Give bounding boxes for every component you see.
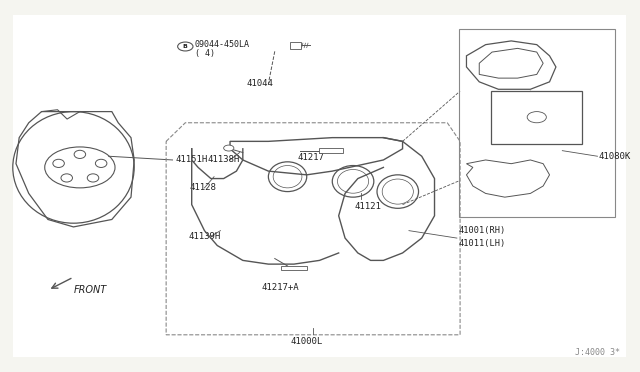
Text: B: B <box>183 44 188 49</box>
Text: 41139H: 41139H <box>189 232 221 241</box>
FancyBboxPatch shape <box>492 91 582 144</box>
Text: ( 4): ( 4) <box>195 49 215 58</box>
Text: 41121: 41121 <box>355 202 381 211</box>
Text: 41217: 41217 <box>297 153 324 162</box>
Text: 41000K: 41000K <box>520 126 553 135</box>
Text: 41011(LH): 41011(LH) <box>459 239 506 248</box>
Text: 41128: 41128 <box>189 183 216 192</box>
Text: 41001(RH): 41001(RH) <box>459 226 506 235</box>
Text: 41217+A: 41217+A <box>262 283 300 292</box>
FancyBboxPatch shape <box>13 15 626 357</box>
Text: 41080K: 41080K <box>599 153 631 161</box>
Text: J:4000 3*: J:4000 3* <box>575 348 620 357</box>
Text: 41138H: 41138H <box>207 155 240 164</box>
FancyBboxPatch shape <box>290 42 301 49</box>
FancyBboxPatch shape <box>319 148 342 153</box>
Text: FRONT: FRONT <box>74 285 107 295</box>
Text: 41044: 41044 <box>246 79 273 88</box>
Text: 09044-450LA: 09044-450LA <box>195 40 250 49</box>
Text: 41151H: 41151H <box>176 155 208 164</box>
FancyBboxPatch shape <box>280 266 307 270</box>
Text: 41000L: 41000L <box>291 337 323 346</box>
Circle shape <box>223 145 234 151</box>
